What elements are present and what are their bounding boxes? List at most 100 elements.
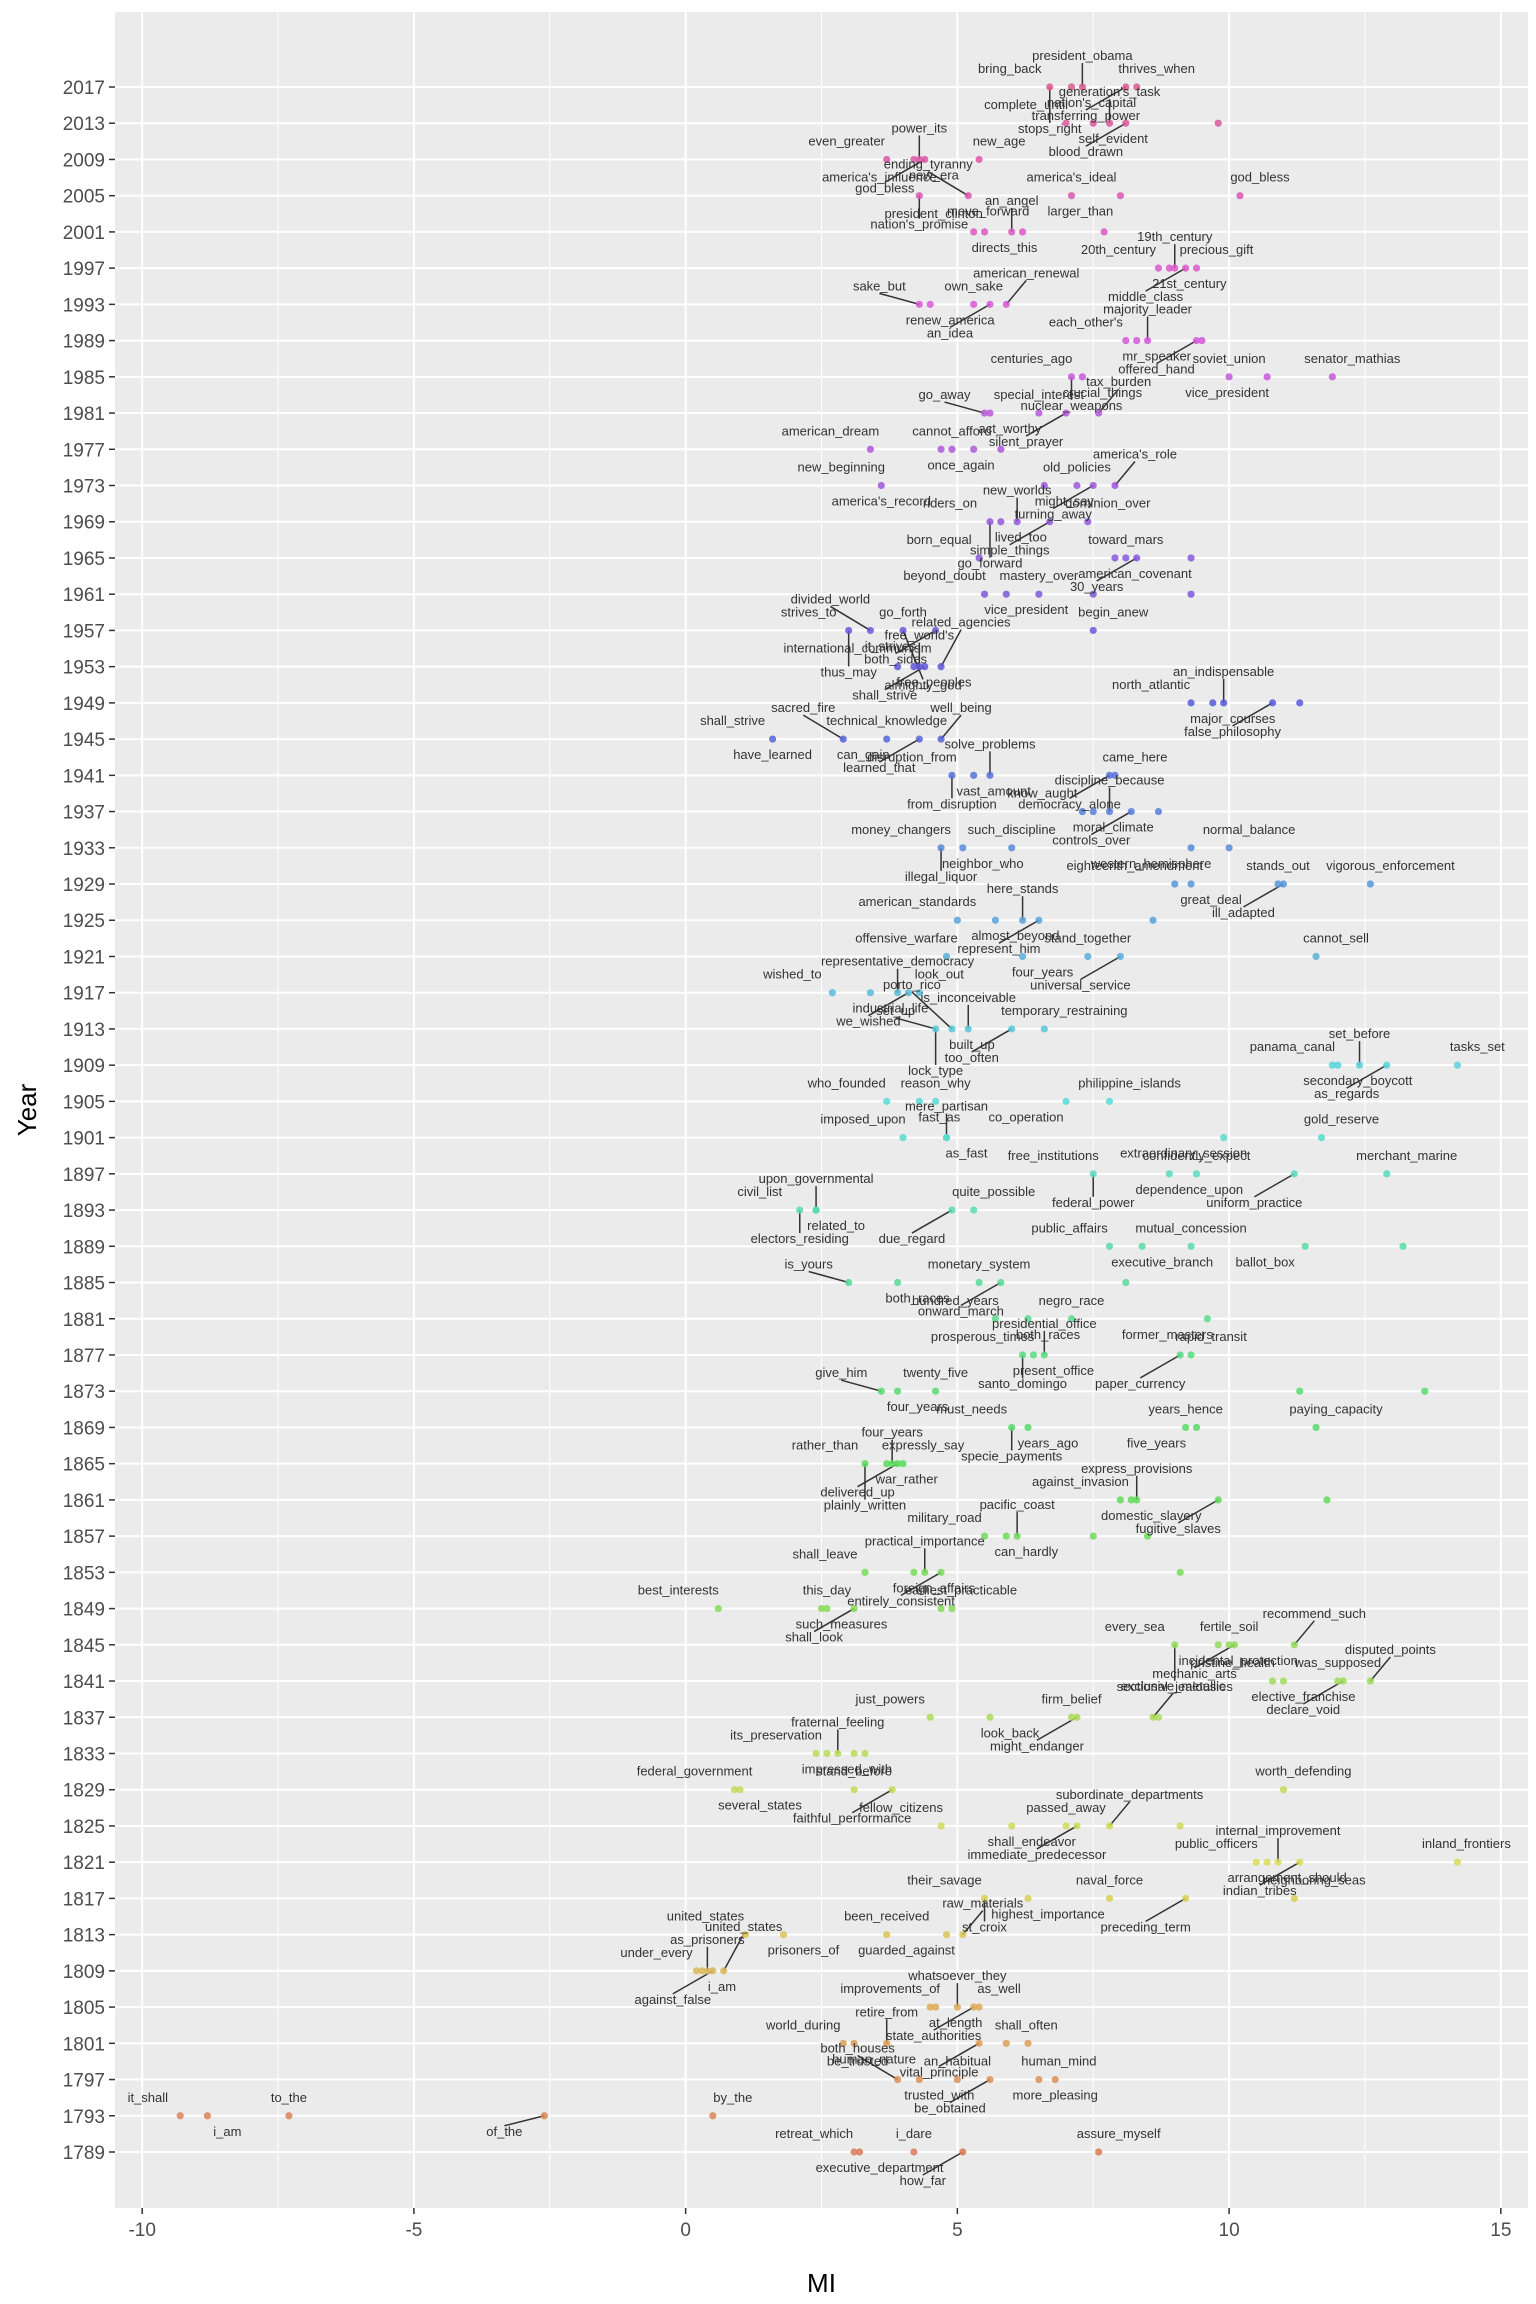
point-label: shall_often	[995, 2017, 1058, 2032]
point-label: disruption_from	[867, 749, 957, 764]
data-point	[921, 663, 929, 671]
point-label: vice_president	[984, 602, 1068, 617]
data-point	[997, 518, 1005, 526]
leader-line	[868, 992, 909, 1017]
point-label: st_croix	[962, 1919, 1007, 1934]
data-point	[904, 989, 913, 997]
data-point	[703, 1967, 711, 1975]
leader-line	[1232, 702, 1273, 727]
point-label: practical_importance	[865, 1533, 985, 1548]
data-point	[1171, 880, 1179, 888]
data-point	[1312, 952, 1320, 961]
point-label: several_states	[718, 1798, 802, 1813]
data-point	[720, 1967, 728, 1975]
point-label: might_say	[1035, 494, 1095, 509]
y-tick-label: 1961	[63, 585, 105, 606]
point-label: american_renewal	[973, 265, 1079, 280]
data-point	[709, 1967, 717, 1975]
data-point	[1317, 1134, 1326, 1142]
point-label: civil_list	[737, 1184, 782, 1199]
data-point	[834, 1749, 842, 1758]
point-label: public_officers	[1175, 1836, 1258, 1851]
point-label: set_before	[1329, 1026, 1390, 1041]
data-point	[1268, 699, 1277, 707]
data-point	[932, 1097, 940, 1105]
point-label: mastery_over	[1000, 568, 1079, 583]
leader-line	[1346, 1064, 1388, 1089]
data-point	[1225, 844, 1233, 852]
point-label: american_dream	[782, 423, 880, 438]
point-label: related_agencies	[912, 615, 1012, 630]
point-label: domestic_slavery	[1101, 1508, 1202, 1523]
leader-line	[1243, 883, 1284, 908]
data-point	[823, 1604, 831, 1613]
point-label: silent_prayer	[989, 434, 1064, 449]
y-tick-label: 1841	[63, 1672, 105, 1693]
point-label: retire_from	[855, 2004, 918, 2019]
point-label: bring_back	[978, 61, 1042, 76]
data-point	[915, 989, 923, 997]
data-point	[1133, 336, 1141, 345]
data-point	[1290, 1894, 1298, 1903]
point-label: new_worlds	[983, 483, 1052, 498]
data-point	[1127, 1496, 1135, 1504]
data-point	[768, 735, 777, 743]
point-label: american_standards	[858, 894, 976, 909]
data-point	[1111, 554, 1119, 562]
point-label: paper_currency	[1095, 1376, 1186, 1391]
point-label: moral_climate	[1073, 820, 1154, 835]
point-label: well_being	[929, 700, 991, 715]
point-label: money_changers	[851, 822, 951, 837]
data-point	[1263, 1858, 1271, 1866]
leader-line	[1085, 122, 1127, 147]
data-point	[964, 1025, 972, 1033]
y-tick-label: 1813	[63, 1926, 105, 1947]
data-point	[714, 1604, 722, 1613]
data-point	[932, 1025, 940, 1033]
data-point	[953, 916, 961, 924]
data-point	[285, 2112, 293, 2120]
point-label: ending_tyranny	[884, 157, 973, 172]
data-point	[1290, 1641, 1298, 1649]
data-point	[1122, 554, 1130, 562]
data-point	[1078, 807, 1086, 816]
data-point	[1149, 916, 1157, 924]
data-point	[1214, 1496, 1222, 1504]
point-label: expressly_say	[882, 1438, 965, 1453]
point-label: retreat_which	[775, 2126, 853, 2141]
point-label: internal_improvement	[1215, 1823, 1340, 1838]
data-point	[1073, 481, 1081, 490]
leader-line	[1145, 1897, 1186, 1923]
data-point	[970, 445, 978, 453]
leader-line	[1108, 1801, 1131, 1827]
data-point	[893, 1387, 902, 1395]
point-label: america's_ideal	[1027, 170, 1117, 185]
y-tick-label: 1789	[63, 2143, 105, 2164]
leader-line	[927, 171, 969, 197]
point-label: free_peoples	[896, 675, 972, 690]
point-label: renew_america	[906, 312, 996, 327]
point-label: years_hence	[1148, 1401, 1222, 1416]
data-point	[1116, 192, 1125, 200]
point-label: look_back	[981, 1725, 1040, 1740]
data-point	[948, 445, 956, 453]
point-label: here_stands	[987, 881, 1059, 896]
data-point	[850, 2148, 858, 2156]
data-point	[1312, 1423, 1320, 1432]
point-label: normal_balance	[1203, 822, 1296, 837]
data-point	[1187, 844, 1195, 852]
point-label: tax_burden	[1086, 374, 1151, 389]
point-label: strives_to	[781, 604, 837, 619]
data-point	[1149, 1713, 1157, 1721]
point-label: eighteenth_amendment	[1066, 858, 1203, 873]
data-point	[932, 1387, 940, 1395]
point-label: each_other's	[1049, 315, 1124, 330]
point-label: stand_before	[816, 1764, 892, 1779]
data-point	[1187, 554, 1195, 562]
point-label: tasks_set	[1450, 1039, 1505, 1054]
data-point	[986, 518, 994, 526]
leader-line	[1145, 267, 1186, 292]
point-label: lock_type	[908, 1063, 963, 1078]
leader-line	[884, 665, 926, 691]
